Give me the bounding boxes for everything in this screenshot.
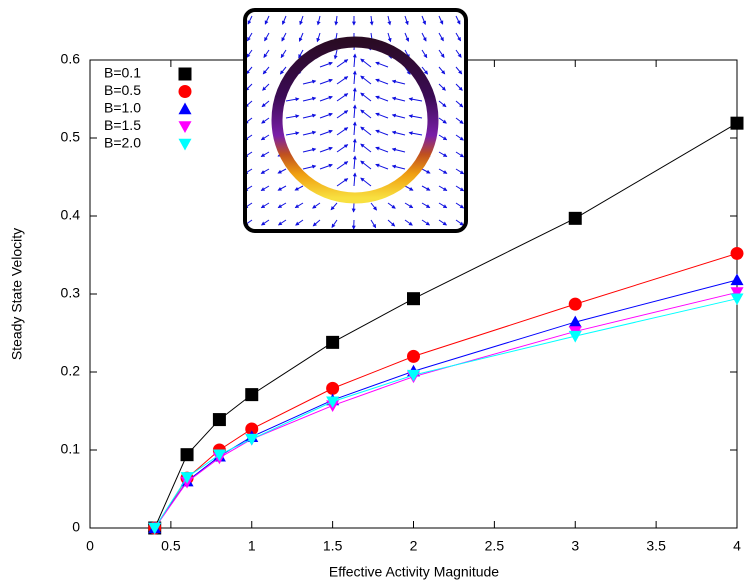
x-tick-label: 1.5 [323,538,343,554]
x-axis-label: Effective Activity Magnitude [329,564,499,580]
legend-label: B=0.1 [104,65,141,81]
data-point [731,273,744,285]
legend-label: B=1.5 [104,117,141,133]
series-line [155,280,737,528]
x-tick-label: 3 [571,538,579,554]
x-tick-label: 1 [248,538,256,554]
y-tick-label: 0.3 [61,285,81,301]
series-line [155,292,737,528]
legend-marker [179,68,192,81]
data-point [569,316,582,328]
data-point [407,350,420,363]
data-point [326,336,339,349]
data-point [407,292,420,305]
x-tick-label: 2 [410,538,418,554]
series-line [155,253,737,528]
legend-marker [179,121,192,133]
y-axis-label: Steady State Velocity [9,228,25,360]
legend-label: B=2.0 [104,135,141,151]
y-tick-label: 0.2 [61,363,81,379]
data-point [326,382,339,395]
data-point [731,247,744,260]
data-point [213,413,226,426]
x-tick-label: 0.5 [161,538,181,554]
inset-image [244,10,466,231]
legend-label: B=1.0 [104,100,141,116]
data-point [245,388,258,401]
data-point [181,448,194,461]
y-tick-label: 0.1 [61,441,81,457]
y-tick-label: 0 [72,519,80,535]
legend-marker [179,139,192,151]
legend-label: B=0.5 [104,82,141,98]
legend-marker [179,85,192,98]
data-point [569,212,582,225]
series-line [155,299,737,528]
x-tick-label: 3.5 [646,538,666,554]
x-tick-label: 0 [86,538,94,554]
y-tick-label: 0.5 [61,129,81,145]
legend-marker [179,103,192,115]
data-point [569,298,582,311]
y-tick-label: 0.6 [61,51,81,67]
data-point [731,117,744,130]
x-tick-label: 4 [733,538,741,554]
y-tick-label: 0.4 [61,207,81,223]
x-tick-label: 2.5 [485,538,505,554]
